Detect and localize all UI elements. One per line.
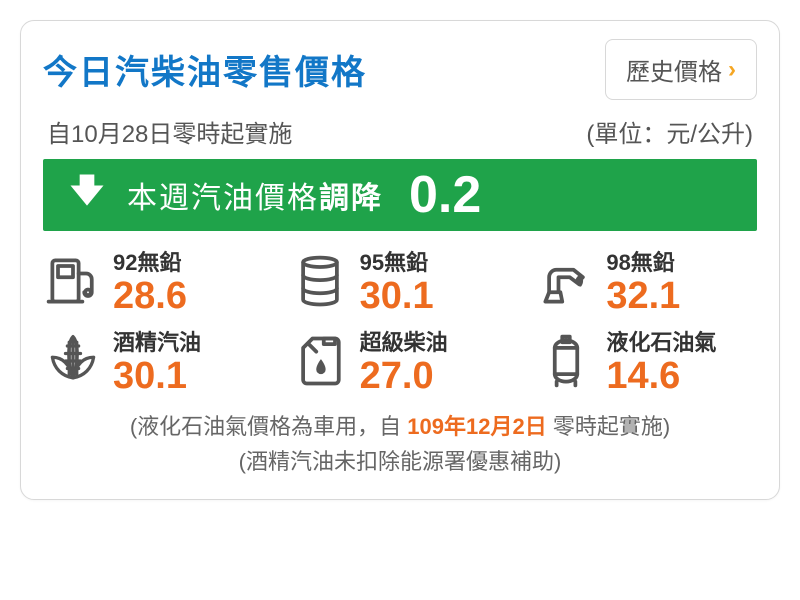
unit-label: (單位：元/公升) <box>586 114 753 149</box>
barrel-icon <box>290 251 350 311</box>
fuel-cell-lpg: 液化石油氣 14.6 <box>536 325 757 397</box>
banner-amount: 0.2 <box>409 169 481 221</box>
fuel-cell-diesel: 超級柴油 27.0 <box>290 325 511 397</box>
fuel-price: 30.1 <box>113 357 201 397</box>
fuel-label: 98無鉛 <box>606 245 680 277</box>
footnote-lpg: (液化石油氣價格為車用，自 109年12月2日 零時起實施) <box>43 409 757 444</box>
corn-icon <box>43 331 103 391</box>
fuel-price: 30.1 <box>360 277 434 317</box>
fuel-price: 27.0 <box>360 357 448 397</box>
fuel-grid: 92無鉛 28.6 95無鉛 30.1 <box>43 245 757 397</box>
chevron-right-icon: › <box>728 56 736 84</box>
fuel-price: 14.6 <box>606 357 716 397</box>
card-title: 今日汽柴油零售價格 <box>43 45 367 94</box>
tank-icon <box>536 331 596 391</box>
fuel-cell-98: 98無鉛 32.1 <box>536 245 757 317</box>
fuel-label: 95無鉛 <box>360 245 434 277</box>
footnote-date-highlight: 109年12月2日 <box>407 414 546 439</box>
fuel-cell-ethanol: 酒精汽油 30.1 <box>43 325 264 397</box>
fuel-price: 28.6 <box>113 277 187 317</box>
fuel-price: 32.1 <box>606 277 680 317</box>
header-row: 今日汽柴油零售價格 歷史價格 › <box>43 39 757 100</box>
jerrycan-icon <box>290 331 350 391</box>
effective-date: 自10月28日零時起實施 <box>47 114 292 149</box>
fuel-label: 液化石油氣 <box>606 325 716 357</box>
fuel-label: 酒精汽油 <box>113 325 201 357</box>
banner-text: 本週汽油價格調降 <box>127 173 383 217</box>
subhead-row: 自10月28日零時起實施 (單位：元/公升) <box>43 114 757 149</box>
pump-icon <box>43 251 103 311</box>
down-arrow-icon <box>65 169 109 221</box>
fuel-label: 超級柴油 <box>360 325 448 357</box>
history-label: 歷史價格 <box>626 52 722 87</box>
fuel-price-card: 今日汽柴油零售價格 歷史價格 › 自10月28日零時起實施 (單位：元/公升) … <box>20 20 780 500</box>
fuel-label: 92無鉛 <box>113 245 187 277</box>
footnotes: (液化石油氣價格為車用，自 109年12月2日 零時起實施) (酒精汽油未扣除能… <box>43 409 757 479</box>
footnote-ethanol: (酒精汽油未扣除能源署優惠補助) <box>43 444 757 479</box>
fuel-cell-95: 95無鉛 30.1 <box>290 245 511 317</box>
fuel-cell-92: 92無鉛 28.6 <box>43 245 264 317</box>
history-prices-button[interactable]: 歷史價格 › <box>605 39 757 100</box>
price-change-banner: 本週汽油價格調降 0.2 <box>43 159 757 231</box>
nozzle-icon <box>536 251 596 311</box>
